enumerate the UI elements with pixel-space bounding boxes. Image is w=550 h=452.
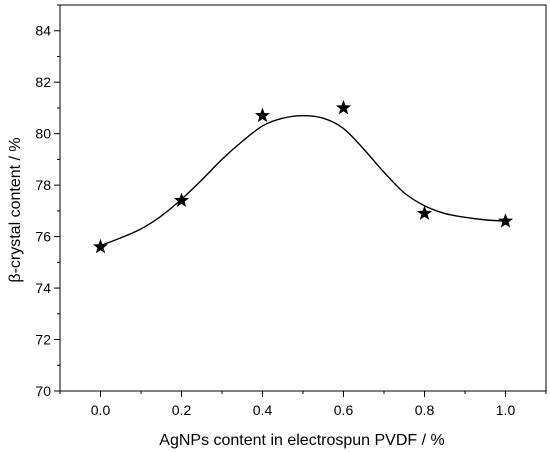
fit-curve [100,114,506,247]
x-axis-tick-labels: 0.0 0.2 0.4 0.6 0.8 1.0 [91,402,516,418]
data-point-star [497,213,514,228]
data-points [92,99,514,254]
y-tick-label: 74 [35,280,51,296]
x-axis-ticks [59,391,547,397]
fit-curve-group [100,114,506,247]
x-tick-label: 1.0 [496,402,516,418]
plot-border [59,4,547,392]
y-tick-label: 82 [35,74,51,90]
y-axis-title: β-crystal content / % [7,137,24,282]
y-axis-ticks [54,4,60,392]
x-tick-label: 0.6 [334,402,354,418]
x-axis-title: AgNPs content in electrospun PVDF / % [159,432,444,449]
data-point-star [92,238,109,254]
plot-frame [59,4,547,392]
x-tick-label: 0.2 [172,402,192,418]
data-point-star [173,192,190,208]
y-tick-label: 72 [35,332,51,348]
x-tick-label: 0.0 [91,402,111,418]
data-point-star [254,107,271,123]
y-tick-label: 84 [35,23,51,39]
y-tick-label: 70 [35,383,51,399]
y-tick-label: 78 [35,177,51,193]
y-tick-label: 80 [35,126,51,142]
x-tick-label: 0.8 [415,402,435,418]
y-tick-label: 76 [35,229,51,245]
data-point-star [335,99,352,115]
x-tick-label: 0.4 [253,402,273,418]
data-point-star [416,205,433,220]
y-axis-tick-labels: 70 72 74 76 78 80 82 84 [35,23,51,399]
